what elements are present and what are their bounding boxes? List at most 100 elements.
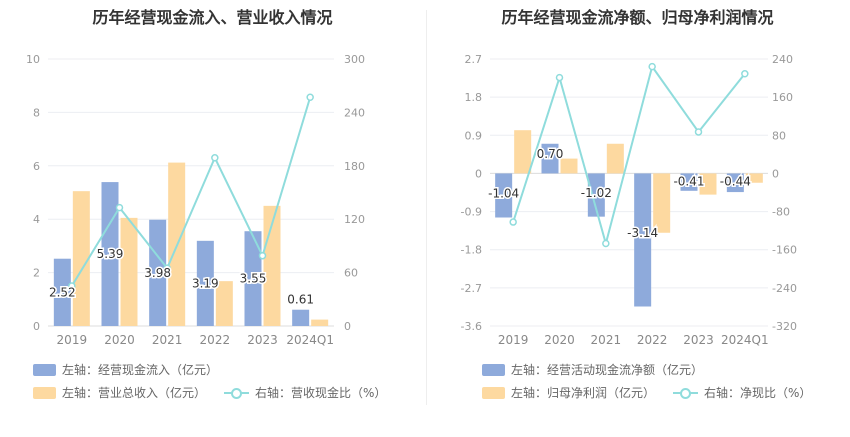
bar-blue xyxy=(587,173,605,217)
legend-label: 左轴：经营活动现金流净额（亿元） xyxy=(511,363,704,377)
right-legend-row-2: 左轴：归母净利润（亿元） 右轴：净现比（%） xyxy=(482,384,821,401)
bar-blue xyxy=(541,143,559,174)
left-axis-tick-label: -0.9 xyxy=(461,206,482,219)
left-axis-tick-label: -2.7 xyxy=(461,282,482,295)
ratio-point xyxy=(648,62,656,71)
right-chart-plot: -3.6 -2.7 -1.8 -0.9 0 0.9 1.8 2.7 -320 -240 -160 -8… xyxy=(461,53,797,347)
left-legend-row-1: 左轴：经营现金流入（亿元） xyxy=(33,361,228,378)
legend-label: 左轴：经营现金流入（亿元） xyxy=(62,363,219,377)
bar-data-label: -0.44 xyxy=(720,174,751,188)
legend-label: 右轴：净现比（%） xyxy=(704,386,812,400)
panel-divider xyxy=(426,10,427,405)
left-axis-tick-label: 0.9 xyxy=(465,129,483,142)
right-axis-tick-label: 240 xyxy=(772,53,793,66)
legend-line-marker-icon xyxy=(673,387,699,399)
x-axis-tick-label: 2021 xyxy=(152,333,183,347)
ratio-point xyxy=(555,73,564,82)
left-axis-tick-label: 6 xyxy=(33,160,40,173)
legend-swatch-blue xyxy=(482,363,505,376)
x-axis-tick-label: 2024Q1 xyxy=(286,333,334,347)
right-axis-tick-label: 0 xyxy=(772,167,779,180)
ratio-line xyxy=(70,96,312,287)
bar-data-label: 0.61 xyxy=(287,293,314,307)
bar-orange xyxy=(560,158,578,174)
bar-data-label: -1.04 xyxy=(488,187,519,201)
bar-blue xyxy=(634,173,652,307)
ratio-point xyxy=(115,203,124,212)
ratio-point xyxy=(306,93,314,102)
bar-data-label: -1.02 xyxy=(581,186,612,200)
bar-blue xyxy=(495,173,513,218)
ratio-point xyxy=(258,251,267,260)
x-axis-tick-label: 2024Q1 xyxy=(721,333,769,347)
right-axis-tick-label: 120 xyxy=(344,213,365,226)
bar-data-label: 3.55 xyxy=(240,272,267,286)
legend-item-cash-inflow[interactable]: 左轴：经营现金流入（亿元） xyxy=(33,361,218,378)
legend-label: 右轴：营收现金比（%） xyxy=(255,386,387,400)
legend-swatch-blue xyxy=(33,363,56,376)
x-axis-tick-label: 2023 xyxy=(247,333,278,347)
right-axis-tick-label: 0 xyxy=(344,320,351,333)
x-axis-tick-label: 2023 xyxy=(683,333,714,347)
legend-item-revenue[interactable]: 左轴：营业总收入（亿元） xyxy=(33,384,206,401)
ratio-point xyxy=(509,218,517,226)
legend-item-cash-ratio[interactable]: 右轴：营收现金比（%） xyxy=(224,384,386,401)
bar-orange xyxy=(699,173,717,195)
legend-item-net-profit[interactable]: 左轴：归母净利润（亿元） xyxy=(482,384,655,401)
bar-data-label: 0.70 xyxy=(537,147,564,161)
x-axis-tick-label: 2019 xyxy=(498,333,529,347)
bar-data-label: -0.41 xyxy=(673,174,704,188)
right-axis-tick-label: 180 xyxy=(344,160,365,173)
bar-blue xyxy=(292,309,310,326)
bar-orange xyxy=(215,281,233,326)
x-axis-tick-label: 2020 xyxy=(104,333,135,347)
right-axis-tick-label: 80 xyxy=(772,129,786,142)
left-axis-tick-label: 0 xyxy=(33,320,40,333)
bar-orange xyxy=(514,130,532,174)
x-axis-tick-label: 2022 xyxy=(200,333,231,347)
bar-blue xyxy=(680,173,698,191)
ratio-point xyxy=(211,154,219,162)
legend-item-net-cash-flow[interactable]: 左轴：经营活动现金流净额（亿元） xyxy=(482,361,703,378)
legend-swatch-orange xyxy=(482,386,505,399)
x-axis-tick-label: 2020 xyxy=(544,333,575,347)
left-chart-title: 历年经营现金流入、营业收入情况 xyxy=(92,8,333,27)
legend-item-net-cash-ratio[interactable]: 右轴：净现比（%） xyxy=(673,384,811,401)
bar-orange xyxy=(72,191,90,326)
right-chart-panel: 历年经营现金流净额、归母净利润情况 -3.6 -2.7 -1.8 -0.9 0 0.9 1.… xyxy=(425,0,850,437)
right-axis-tick-label: 160 xyxy=(772,91,793,104)
ratio-point xyxy=(741,70,749,78)
left-axis-tick-label: 2.7 xyxy=(465,53,483,66)
right-axis-tick-label: 240 xyxy=(344,106,365,119)
bar-orange xyxy=(120,217,138,326)
bar-blue xyxy=(196,240,214,326)
bar-orange xyxy=(653,173,671,233)
bar-data-label: 3.19 xyxy=(192,276,219,290)
right-axis-tick-label: 60 xyxy=(344,267,358,280)
x-axis-tick-label: 2019 xyxy=(57,333,88,347)
bar-data-label: 5.39 xyxy=(97,247,124,261)
legend-line-marker-icon xyxy=(224,387,250,399)
bar-orange xyxy=(311,319,329,326)
left-chart-panel: 历年经营现金流入、营业收入情况 0 2 4 6 8 10 0 60 120 180 240 300 20… xyxy=(26,8,386,401)
x-axis-tick-label: 2021 xyxy=(591,333,622,347)
left-axis-tick-label: 10 xyxy=(26,53,40,66)
bar-blue xyxy=(149,219,167,326)
right-axis-tick-label: -320 xyxy=(772,320,797,333)
left-axis-tick-label: 1.8 xyxy=(465,91,483,104)
right-axis-tick-label: 300 xyxy=(344,53,365,66)
left-axis-tick-label: 2 xyxy=(33,267,40,280)
left-axis-tick-label: 4 xyxy=(33,213,40,226)
left-chart-plot: 0 2 4 6 8 10 0 60 120 180 240 300 2019 2020 2021 2022 20… xyxy=(26,53,365,347)
legend-label: 左轴：归母净利润（亿元） xyxy=(511,386,656,400)
right-chart-title: 历年经营现金流净额、归母净利润情况 xyxy=(501,8,774,27)
left-axis-tick-label: -3.6 xyxy=(461,320,482,333)
bar-orange xyxy=(606,143,624,174)
bar-data-label: 2.52 xyxy=(49,285,76,299)
bar-data-label: -3.14 xyxy=(627,226,658,240)
bar-data-label: 3.98 xyxy=(144,266,171,280)
right-axis-tick-label: -240 xyxy=(772,282,797,295)
left-axis-tick-label: 8 xyxy=(33,106,40,119)
left-axis-tick-label: 0 xyxy=(475,167,482,180)
left-axis-tick-label: -1.8 xyxy=(461,244,482,257)
